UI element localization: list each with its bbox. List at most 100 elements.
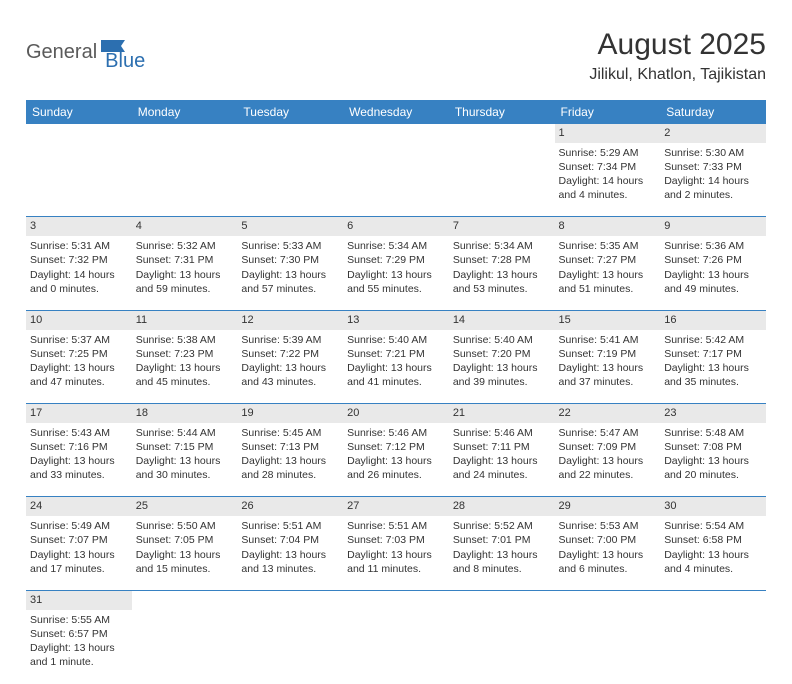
day-info-cell xyxy=(26,143,132,217)
day-info-cell: Sunrise: 5:39 AMSunset: 7:22 PMDaylight:… xyxy=(237,330,343,404)
info-line: Sunset: 7:16 PM xyxy=(30,440,128,454)
day-info-cell xyxy=(660,610,766,684)
info-line: and 0 minutes. xyxy=(30,282,128,296)
info-line: and 41 minutes. xyxy=(347,375,445,389)
info-line: Daylight: 13 hours xyxy=(136,548,234,562)
logo: General Blue xyxy=(26,28,145,73)
day-info-cell: Sunrise: 5:51 AMSunset: 7:03 PMDaylight:… xyxy=(343,516,449,590)
page-title: August 2025 xyxy=(589,28,766,62)
day-number-cell: 12 xyxy=(237,310,343,329)
daynum-row: 10111213141516 xyxy=(26,310,766,329)
weekday-header: Tuesday xyxy=(237,100,343,124)
info-line: and 55 minutes. xyxy=(347,282,445,296)
info-line: Daylight: 13 hours xyxy=(453,454,551,468)
info-line: Sunset: 7:21 PM xyxy=(347,347,445,361)
day-info-cell xyxy=(237,143,343,217)
info-line: and 57 minutes. xyxy=(241,282,339,296)
info-line: Sunrise: 5:48 AM xyxy=(664,426,762,440)
day-info-cell: Sunrise: 5:52 AMSunset: 7:01 PMDaylight:… xyxy=(449,516,555,590)
day-info-cell xyxy=(343,610,449,684)
title-block: August 2025 Jilikul, Khatlon, Tajikistan xyxy=(589,28,766,84)
day-number-cell: 6 xyxy=(343,217,449,236)
info-line: Sunrise: 5:34 AM xyxy=(453,239,551,253)
day-info-cell: Sunrise: 5:42 AMSunset: 7:17 PMDaylight:… xyxy=(660,330,766,404)
day-number-cell xyxy=(237,590,343,609)
day-number-cell xyxy=(555,590,661,609)
daynum-row: 31 xyxy=(26,590,766,609)
info-line: and 28 minutes. xyxy=(241,468,339,482)
day-info-cell: Sunrise: 5:40 AMSunset: 7:21 PMDaylight:… xyxy=(343,330,449,404)
info-line: Daylight: 13 hours xyxy=(453,361,551,375)
day-number-cell: 1 xyxy=(555,124,661,143)
info-line: Sunrise: 5:36 AM xyxy=(664,239,762,253)
day-number-cell: 8 xyxy=(555,217,661,236)
day-number-cell: 3 xyxy=(26,217,132,236)
day-info-cell: Sunrise: 5:55 AMSunset: 6:57 PMDaylight:… xyxy=(26,610,132,684)
day-number-cell: 7 xyxy=(449,217,555,236)
info-line: and 22 minutes. xyxy=(559,468,657,482)
day-info-cell: Sunrise: 5:54 AMSunset: 6:58 PMDaylight:… xyxy=(660,516,766,590)
info-line: and 17 minutes. xyxy=(30,562,128,576)
info-line: Sunset: 7:23 PM xyxy=(136,347,234,361)
info-line: and 35 minutes. xyxy=(664,375,762,389)
day-number-cell: 19 xyxy=(237,404,343,423)
info-line: Daylight: 13 hours xyxy=(241,548,339,562)
info-line: Sunrise: 5:40 AM xyxy=(453,333,551,347)
day-info-cell: Sunrise: 5:35 AMSunset: 7:27 PMDaylight:… xyxy=(555,236,661,310)
info-line: Sunrise: 5:55 AM xyxy=(30,613,128,627)
info-line: Sunrise: 5:50 AM xyxy=(136,519,234,533)
day-number-cell: 17 xyxy=(26,404,132,423)
info-line: Daylight: 13 hours xyxy=(559,548,657,562)
info-line: and 20 minutes. xyxy=(664,468,762,482)
info-line: Sunrise: 5:30 AM xyxy=(664,146,762,160)
day-number-cell: 25 xyxy=(132,497,238,516)
day-info-cell: Sunrise: 5:36 AMSunset: 7:26 PMDaylight:… xyxy=(660,236,766,310)
info-line: Sunset: 7:30 PM xyxy=(241,253,339,267)
info-line: and 4 minutes. xyxy=(664,562,762,576)
info-line: Daylight: 13 hours xyxy=(559,454,657,468)
info-line: Sunrise: 5:37 AM xyxy=(30,333,128,347)
day-info-cell: Sunrise: 5:46 AMSunset: 7:12 PMDaylight:… xyxy=(343,423,449,497)
info-line: Daylight: 13 hours xyxy=(30,361,128,375)
info-line: Sunrise: 5:42 AM xyxy=(664,333,762,347)
info-line: Sunset: 7:07 PM xyxy=(30,533,128,547)
info-line: Sunrise: 5:40 AM xyxy=(347,333,445,347)
info-line: Sunrise: 5:34 AM xyxy=(347,239,445,253)
info-line: and 33 minutes. xyxy=(30,468,128,482)
info-line: Sunset: 7:28 PM xyxy=(453,253,551,267)
day-number-cell xyxy=(237,124,343,143)
info-line: and 43 minutes. xyxy=(241,375,339,389)
info-line: Sunset: 7:26 PM xyxy=(664,253,762,267)
info-line: Sunset: 7:00 PM xyxy=(559,533,657,547)
day-number-cell xyxy=(343,124,449,143)
info-line: Sunrise: 5:31 AM xyxy=(30,239,128,253)
day-info-cell: Sunrise: 5:43 AMSunset: 7:16 PMDaylight:… xyxy=(26,423,132,497)
info-line: Daylight: 13 hours xyxy=(30,641,128,655)
info-line: Daylight: 13 hours xyxy=(136,268,234,282)
day-number-cell xyxy=(449,590,555,609)
info-line: Sunrise: 5:49 AM xyxy=(30,519,128,533)
info-line: Sunset: 7:11 PM xyxy=(453,440,551,454)
day-info-cell: Sunrise: 5:44 AMSunset: 7:15 PMDaylight:… xyxy=(132,423,238,497)
day-number-cell: 29 xyxy=(555,497,661,516)
info-line: Daylight: 13 hours xyxy=(136,454,234,468)
day-info-cell: Sunrise: 5:40 AMSunset: 7:20 PMDaylight:… xyxy=(449,330,555,404)
info-line: Sunrise: 5:32 AM xyxy=(136,239,234,253)
info-line: Sunset: 7:05 PM xyxy=(136,533,234,547)
day-info-cell: Sunrise: 5:34 AMSunset: 7:28 PMDaylight:… xyxy=(449,236,555,310)
day-number-cell xyxy=(132,590,238,609)
weekday-header: Monday xyxy=(132,100,238,124)
info-line: Sunset: 7:33 PM xyxy=(664,160,762,174)
day-info-cell: Sunrise: 5:30 AMSunset: 7:33 PMDaylight:… xyxy=(660,143,766,217)
info-line: Sunrise: 5:47 AM xyxy=(559,426,657,440)
day-number-cell: 14 xyxy=(449,310,555,329)
info-line: Sunset: 7:31 PM xyxy=(136,253,234,267)
info-line: Daylight: 13 hours xyxy=(241,268,339,282)
info-line: Sunrise: 5:45 AM xyxy=(241,426,339,440)
info-line: Daylight: 13 hours xyxy=(30,548,128,562)
info-line: Sunrise: 5:46 AM xyxy=(453,426,551,440)
info-line: and 24 minutes. xyxy=(453,468,551,482)
info-line: Daylight: 13 hours xyxy=(347,361,445,375)
info-row: Sunrise: 5:37 AMSunset: 7:25 PMDaylight:… xyxy=(26,330,766,404)
day-number-cell: 18 xyxy=(132,404,238,423)
